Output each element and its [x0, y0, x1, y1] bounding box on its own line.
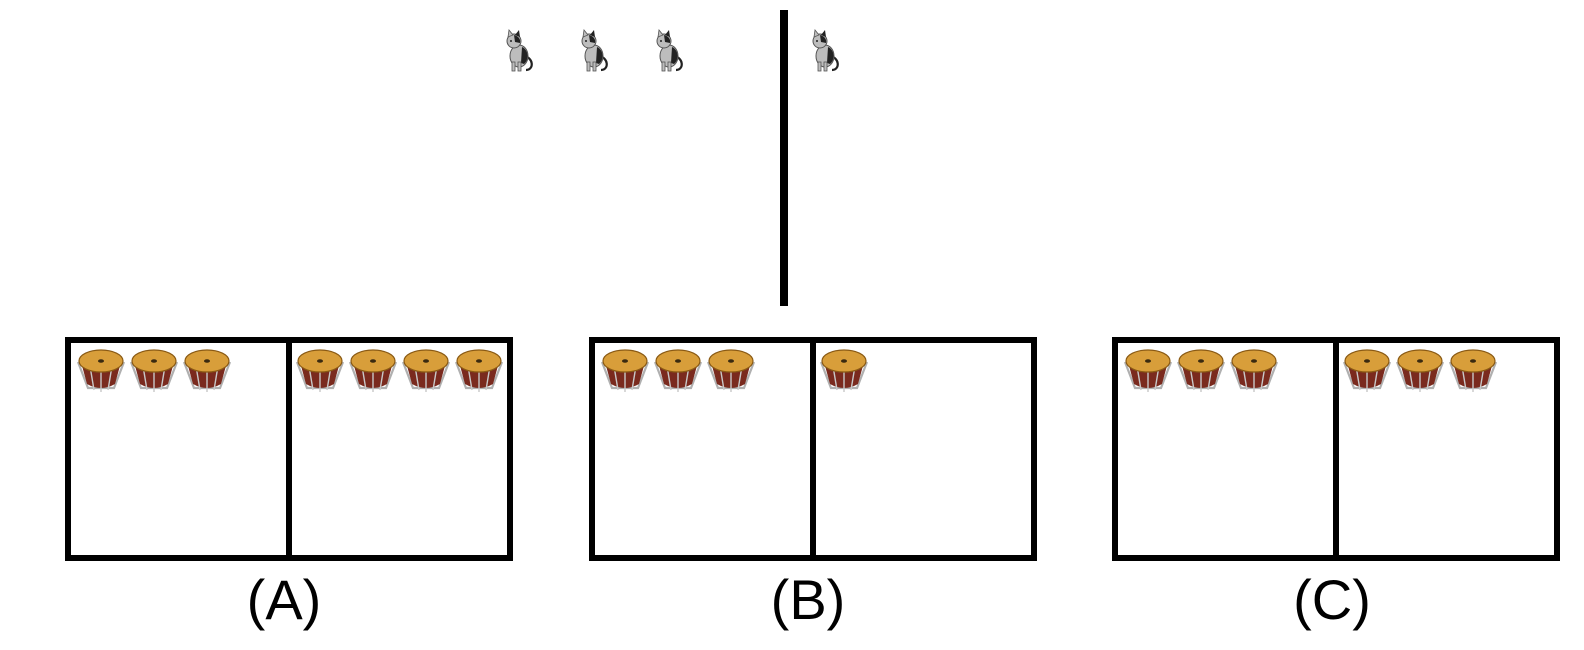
option-box-a[interactable] [65, 337, 513, 561]
option-label-c[interactable]: (C) [1293, 568, 1371, 631]
option-box-c[interactable] [1112, 337, 1560, 561]
cat-icon [655, 28, 683, 73]
cat-group-right [811, 28, 839, 73]
cat-icon [505, 28, 533, 73]
cat-icon [811, 28, 839, 73]
option-label-a[interactable]: (A) [246, 568, 322, 631]
cat-group-left [505, 28, 683, 73]
answer-options [65, 337, 1560, 561]
option-box-b[interactable] [589, 337, 1037, 561]
option-label-b[interactable]: (B) [770, 568, 846, 631]
cat-icon [580, 28, 608, 73]
